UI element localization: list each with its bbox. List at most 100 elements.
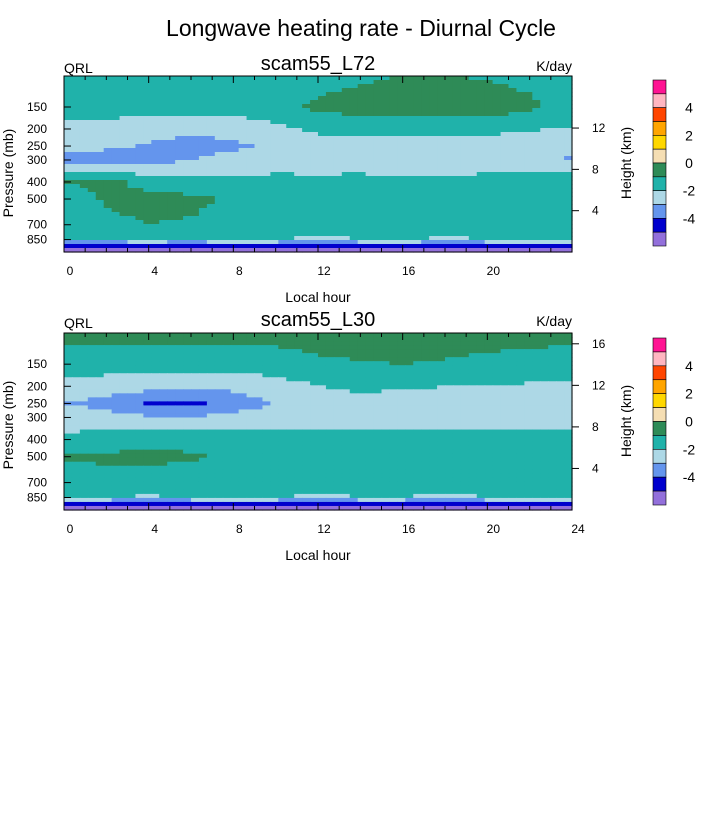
- contour-cell: [397, 164, 406, 169]
- contour-cell: [381, 409, 391, 415]
- contour-cell: [151, 236, 160, 241]
- contour-cell: [381, 429, 391, 435]
- contour-cell: [468, 349, 478, 354]
- contour-cell: [151, 337, 160, 342]
- contour-cell: [191, 345, 200, 350]
- contour-cell: [159, 88, 168, 93]
- contour-cell: [111, 361, 121, 366]
- contour-cell: [429, 453, 438, 459]
- contour-cell: [341, 232, 351, 237]
- contour-cell: [318, 413, 327, 419]
- contour-cell: [175, 208, 184, 213]
- contour-cell: [349, 385, 359, 390]
- contour-cell: [429, 361, 438, 366]
- contour-cell: [437, 397, 446, 402]
- contour-cell: [325, 136, 335, 141]
- contour-cell: [429, 232, 438, 237]
- contour-cell: [79, 421, 89, 427]
- contour-cell: [206, 373, 216, 378]
- contour-cell: [286, 84, 295, 89]
- contour-cell: [476, 84, 486, 89]
- contour-cell: [564, 373, 573, 378]
- contour-cell: [127, 409, 137, 415]
- contour-cell: [508, 337, 518, 342]
- contour-cell: [64, 232, 73, 237]
- contour-cell: [365, 80, 375, 85]
- contour-cell: [468, 100, 478, 105]
- contour-cell: [389, 421, 398, 427]
- contour-cell: [548, 353, 557, 358]
- contour-cell: [476, 349, 486, 354]
- contour-cell: [429, 180, 438, 185]
- contour-cell: [516, 200, 525, 205]
- contour-cell: [333, 100, 343, 105]
- contour-cell: [437, 248, 446, 253]
- contour-cell: [492, 104, 502, 109]
- contour-cell: [532, 152, 541, 157]
- contour-cell: [564, 409, 573, 415]
- contour-cell: [151, 457, 160, 463]
- contour-cell: [111, 417, 121, 423]
- contour-cell: [278, 357, 287, 362]
- contour-cell: [492, 397, 502, 402]
- contour-cell: [262, 369, 271, 374]
- contour-cell: [159, 92, 168, 97]
- contour-cell: [492, 88, 502, 93]
- contour-cell: [71, 232, 81, 237]
- contour-cell: [421, 184, 430, 189]
- contour-cell: [397, 120, 406, 125]
- contour-cell: [294, 108, 303, 113]
- contour-cell: [357, 421, 367, 427]
- contour-cell: [246, 204, 256, 209]
- contour-cell: [151, 349, 160, 354]
- contour-cell: [429, 88, 438, 93]
- contour-cell: [318, 208, 327, 213]
- contour-cell: [191, 184, 200, 189]
- contour-cell: [119, 156, 129, 161]
- contour-cell: [198, 108, 208, 113]
- contour-cell: [445, 349, 454, 354]
- contour-cell: [79, 425, 89, 431]
- contour-cell: [159, 184, 168, 189]
- contour-cell: [516, 401, 525, 407]
- contour-cell: [381, 136, 391, 141]
- contour-cell: [437, 144, 446, 149]
- contour-cell: [175, 80, 184, 85]
- contour-cell: [452, 453, 462, 459]
- contour-cell: [103, 401, 113, 407]
- contour-cell: [198, 397, 208, 402]
- contour-cell: [111, 365, 121, 370]
- contour-cell: [175, 84, 184, 89]
- contour-cell: [532, 192, 541, 197]
- contour-cell: [286, 148, 295, 153]
- contour-cell: [532, 112, 541, 117]
- contour-cell: [508, 397, 518, 402]
- contour-cell: [238, 212, 248, 217]
- contour-cell: [294, 200, 303, 205]
- contour-cell: [71, 176, 81, 181]
- contour-cell: [373, 333, 383, 338]
- contour-cell: [103, 144, 113, 149]
- contour-cell: [333, 124, 343, 129]
- contour-cell: [333, 184, 343, 189]
- contour-cell: [508, 429, 518, 435]
- contour-cell: [246, 108, 256, 113]
- contour-cell: [79, 120, 89, 125]
- contour-cell: [222, 224, 232, 229]
- contour-cell: [64, 140, 73, 145]
- contour-cell: [151, 192, 160, 197]
- contour-cell: [262, 248, 271, 253]
- contour-cell: [278, 112, 287, 117]
- contour-cell: [556, 429, 565, 435]
- contour-cell: [254, 224, 264, 229]
- contour-cell: [278, 401, 287, 407]
- contour-cell: [246, 441, 256, 447]
- contour-cell: [540, 76, 549, 81]
- contour-cell: [532, 244, 541, 249]
- contour-cell: [389, 124, 398, 129]
- contour-cell: [159, 441, 168, 447]
- contour-cell: [151, 369, 160, 374]
- contour-cell: [516, 353, 525, 358]
- contour-cell: [246, 401, 256, 407]
- contour-cell: [318, 429, 327, 435]
